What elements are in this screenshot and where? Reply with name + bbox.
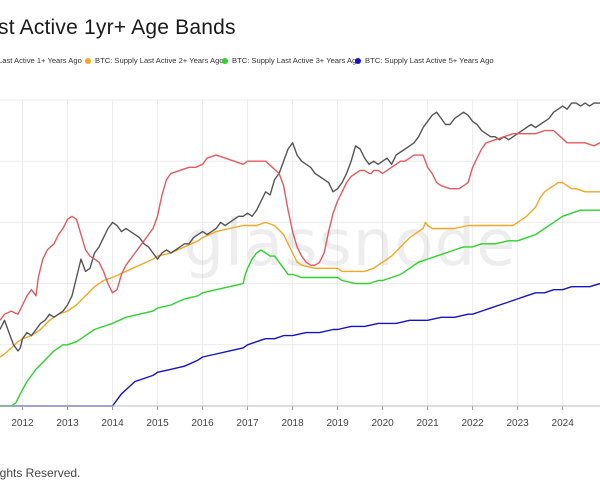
series-line-2yr xyxy=(0,181,600,358)
chart-title: st Active 1yr+ Age Bands xyxy=(0,16,236,39)
x-tick-label-2018: 2018 xyxy=(281,418,304,429)
watermark: glassnode xyxy=(183,207,516,281)
x-tick-label-2023: 2023 xyxy=(507,418,530,429)
x-tick-label-2021: 2021 xyxy=(416,418,439,429)
legend-dot-5yr xyxy=(355,57,361,64)
x-tick-label-2019: 2019 xyxy=(326,418,349,429)
legend-label-5yr: BTC: Supply Last Active 5+ Years Ago xyxy=(365,56,494,65)
legend-item-2yr[interactable]: BTC: Supply Last Active 2+ Years Ago xyxy=(85,56,224,65)
x-axis-ticks: 2012 2013 2014 2015 2016 2017 2018 2019 2020 2021… xyxy=(0,405,600,429)
x-tick-label-2014: 2014 xyxy=(101,418,124,429)
x-tick-label-2020: 2020 xyxy=(371,418,394,429)
series-line-5yr xyxy=(0,282,600,407)
x-tick-label-2016: 2016 xyxy=(191,418,214,429)
x-tick-label-2024: 2024 xyxy=(552,418,575,429)
series-line-1yr xyxy=(0,129,600,321)
x-tick-label-2013: 2013 xyxy=(56,418,79,429)
chart-legend: Last Active 1+ Years Ago BTC: Supply Las… xyxy=(0,56,600,70)
chart-lines xyxy=(0,102,600,407)
x-tick-label-2017: 2017 xyxy=(236,418,259,429)
legend-item-5yr[interactable]: BTC: Supply Last Active 5+ Years Ago xyxy=(355,56,494,65)
legend-dot-3yr xyxy=(222,57,228,64)
chart-grid xyxy=(0,99,600,407)
legend-item-3yr[interactable]: BTC: Supply Last Active 3+ Years Ago xyxy=(222,56,361,65)
footer-copyright: ights Reserved. xyxy=(0,466,81,480)
x-tick-label-2012: 2012 xyxy=(11,418,34,429)
legend-label-1yr: Last Active 1+ Years Ago xyxy=(0,56,82,65)
series-line-3yr xyxy=(0,209,600,407)
x-tick-label-2015: 2015 xyxy=(146,418,169,429)
legend-label-3yr: BTC: Supply Last Active 3+ Years Ago xyxy=(232,56,361,65)
legend-dot-2yr xyxy=(85,57,91,64)
legend-item-1yr[interactable]: Last Active 1+ Years Ago xyxy=(0,56,82,65)
x-tick-label-2022: 2022 xyxy=(461,418,484,429)
legend-label-2yr: BTC: Supply Last Active 2+ Years Ago xyxy=(95,56,224,65)
